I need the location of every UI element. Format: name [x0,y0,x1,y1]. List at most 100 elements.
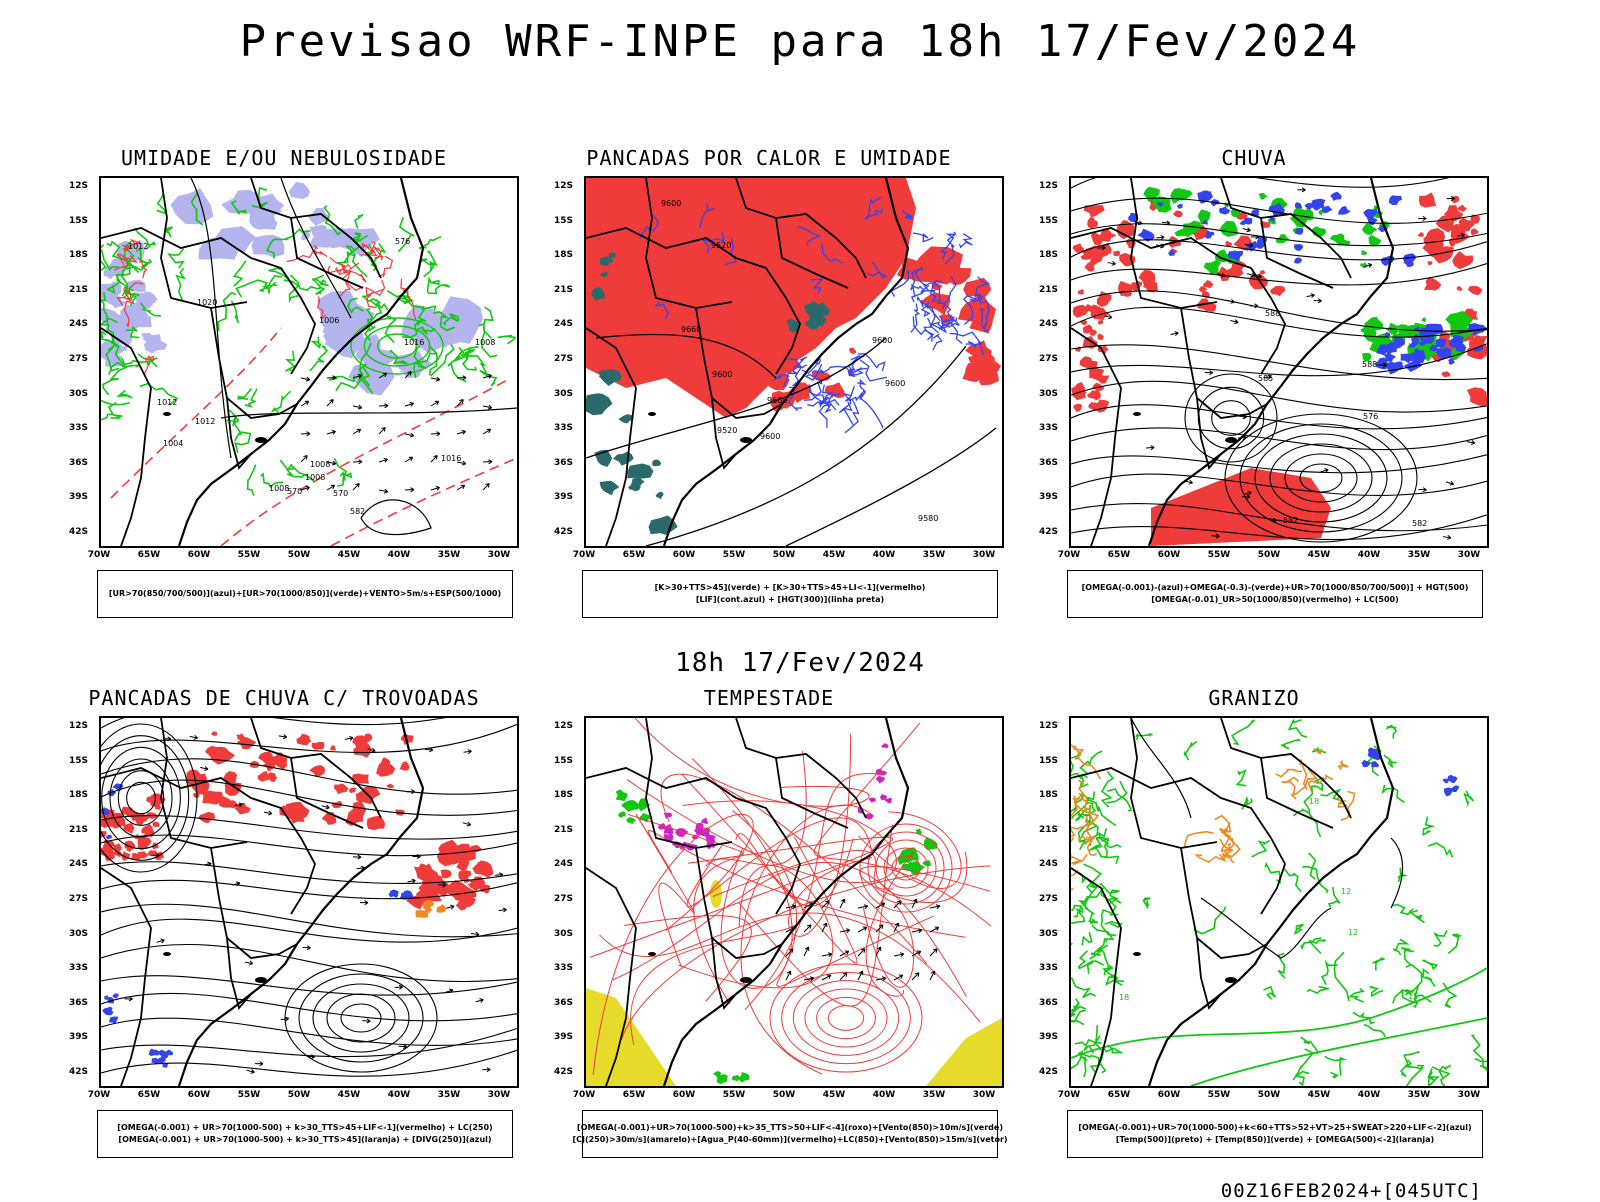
lake-marker [1133,412,1141,416]
wind-vector [482,483,490,491]
temp850-contour [1404,963,1423,996]
streamline-arrow [407,878,416,884]
cyclone-contour [376,333,418,359]
wind-vector [326,399,334,407]
omega-green-area [1170,188,1190,205]
streamline-arrow [345,735,354,741]
contour-label: 18 [1309,797,1319,806]
omega-green-area [1361,352,1372,362]
moist-contour [110,414,123,419]
thickness-dashed [220,377,512,546]
temp850-contour [1386,724,1398,739]
temp850-contour [1230,719,1255,746]
lif-contour [848,367,864,377]
wind850-area [615,789,628,802]
latitude-tick-label: 30S [69,388,89,399]
moist-contour [165,226,173,238]
country-border [1071,227,1286,375]
temp850-contour [1433,930,1448,947]
country-border [695,847,783,959]
temp850-contour [1088,912,1098,925]
humidity-area [198,236,239,260]
omega500-area [1307,774,1334,794]
divergence-area [112,993,119,999]
wind-vector [803,924,812,933]
omega-blue-area [1274,203,1283,210]
streamline-arrow [255,1061,264,1067]
moist-contour [359,342,372,387]
rain-area [1138,269,1156,287]
jet-area [586,988,676,1086]
precip-water-line [660,773,928,965]
longitude-tick-label: 55W [1207,1090,1231,1100]
lif-contour [958,233,973,249]
thunder-rain-area [104,852,115,862]
temp850-contour [1190,1017,1487,1086]
wind-vector [326,429,336,435]
thunder-rain-area [456,862,468,871]
moist-contour [312,277,326,295]
thunder-rain-area [198,811,216,824]
temp850-contour [1193,906,1227,935]
latitude-tick-label: 24S [1039,319,1059,330]
thickness-line [123,300,135,327]
humidity-area [101,282,121,306]
contour-label: 9520 [711,241,731,250]
wind-vector [378,457,388,463]
lif-contour [782,367,798,388]
coastline [662,718,910,1086]
country-border [101,767,316,915]
hgt300-line [645,345,967,546]
divergence-area [403,890,414,899]
legend-text: [CJ(250)>30m/s](amarelo)+[Agua_P(40-60mm… [572,1135,1008,1144]
latitude-tick-label: 18S [1039,250,1059,261]
rain-area [1269,285,1286,297]
thunder-rain-area [458,870,472,882]
moist-contour [386,289,425,311]
humidity-area [183,206,197,216]
thickness-line [123,282,144,302]
thunder-rain-area [230,789,240,796]
streamline-contour [101,723,198,873]
hgt500-contour [1269,443,1373,513]
rain-area [1072,243,1085,253]
thunder-rain-area [455,901,470,911]
streamline-arrow [302,945,311,951]
humidity-area [143,334,168,354]
latitude-tick-label: 18S [554,790,574,801]
temp850-contour [1074,1025,1098,1047]
rain-area [1151,468,1331,546]
moist-contour [323,205,341,236]
wind-vector [378,403,389,409]
temp850-contour [1251,839,1271,858]
contour-label: 1012 [128,242,148,251]
streamline-arrow [1456,232,1465,238]
streamline-arrow [412,854,421,860]
hgt500-contour [1224,413,1418,543]
storm-purple-area [868,797,876,803]
wind-vector [857,926,868,933]
wind850-area [923,836,938,851]
temp850-contour [1081,1053,1101,1073]
lif-contour [843,385,856,410]
moist-contour [478,322,498,358]
temp850-contour [1280,738,1301,750]
moist-contour [175,267,187,302]
omega-green-area [1219,220,1238,237]
latitude-tick-label: 24S [69,319,89,330]
streamline-arrow [1226,298,1235,304]
lif-contour [797,225,822,246]
streamline-arrow [398,1044,407,1049]
temp850-contour [1413,985,1432,1003]
streamline-arrow [482,1067,491,1073]
latitude-tick-label: 12S [69,721,89,731]
streamline [1071,344,1487,381]
rain-area [1080,252,1092,260]
contour-label: 18 [1119,993,1129,1002]
omega-green-area [1181,220,1201,238]
streamline-arrow [280,1016,289,1022]
coastline [1147,178,1395,546]
rain-area [1083,324,1093,334]
lake-marker [648,412,656,416]
temp850-contour [1079,750,1103,775]
